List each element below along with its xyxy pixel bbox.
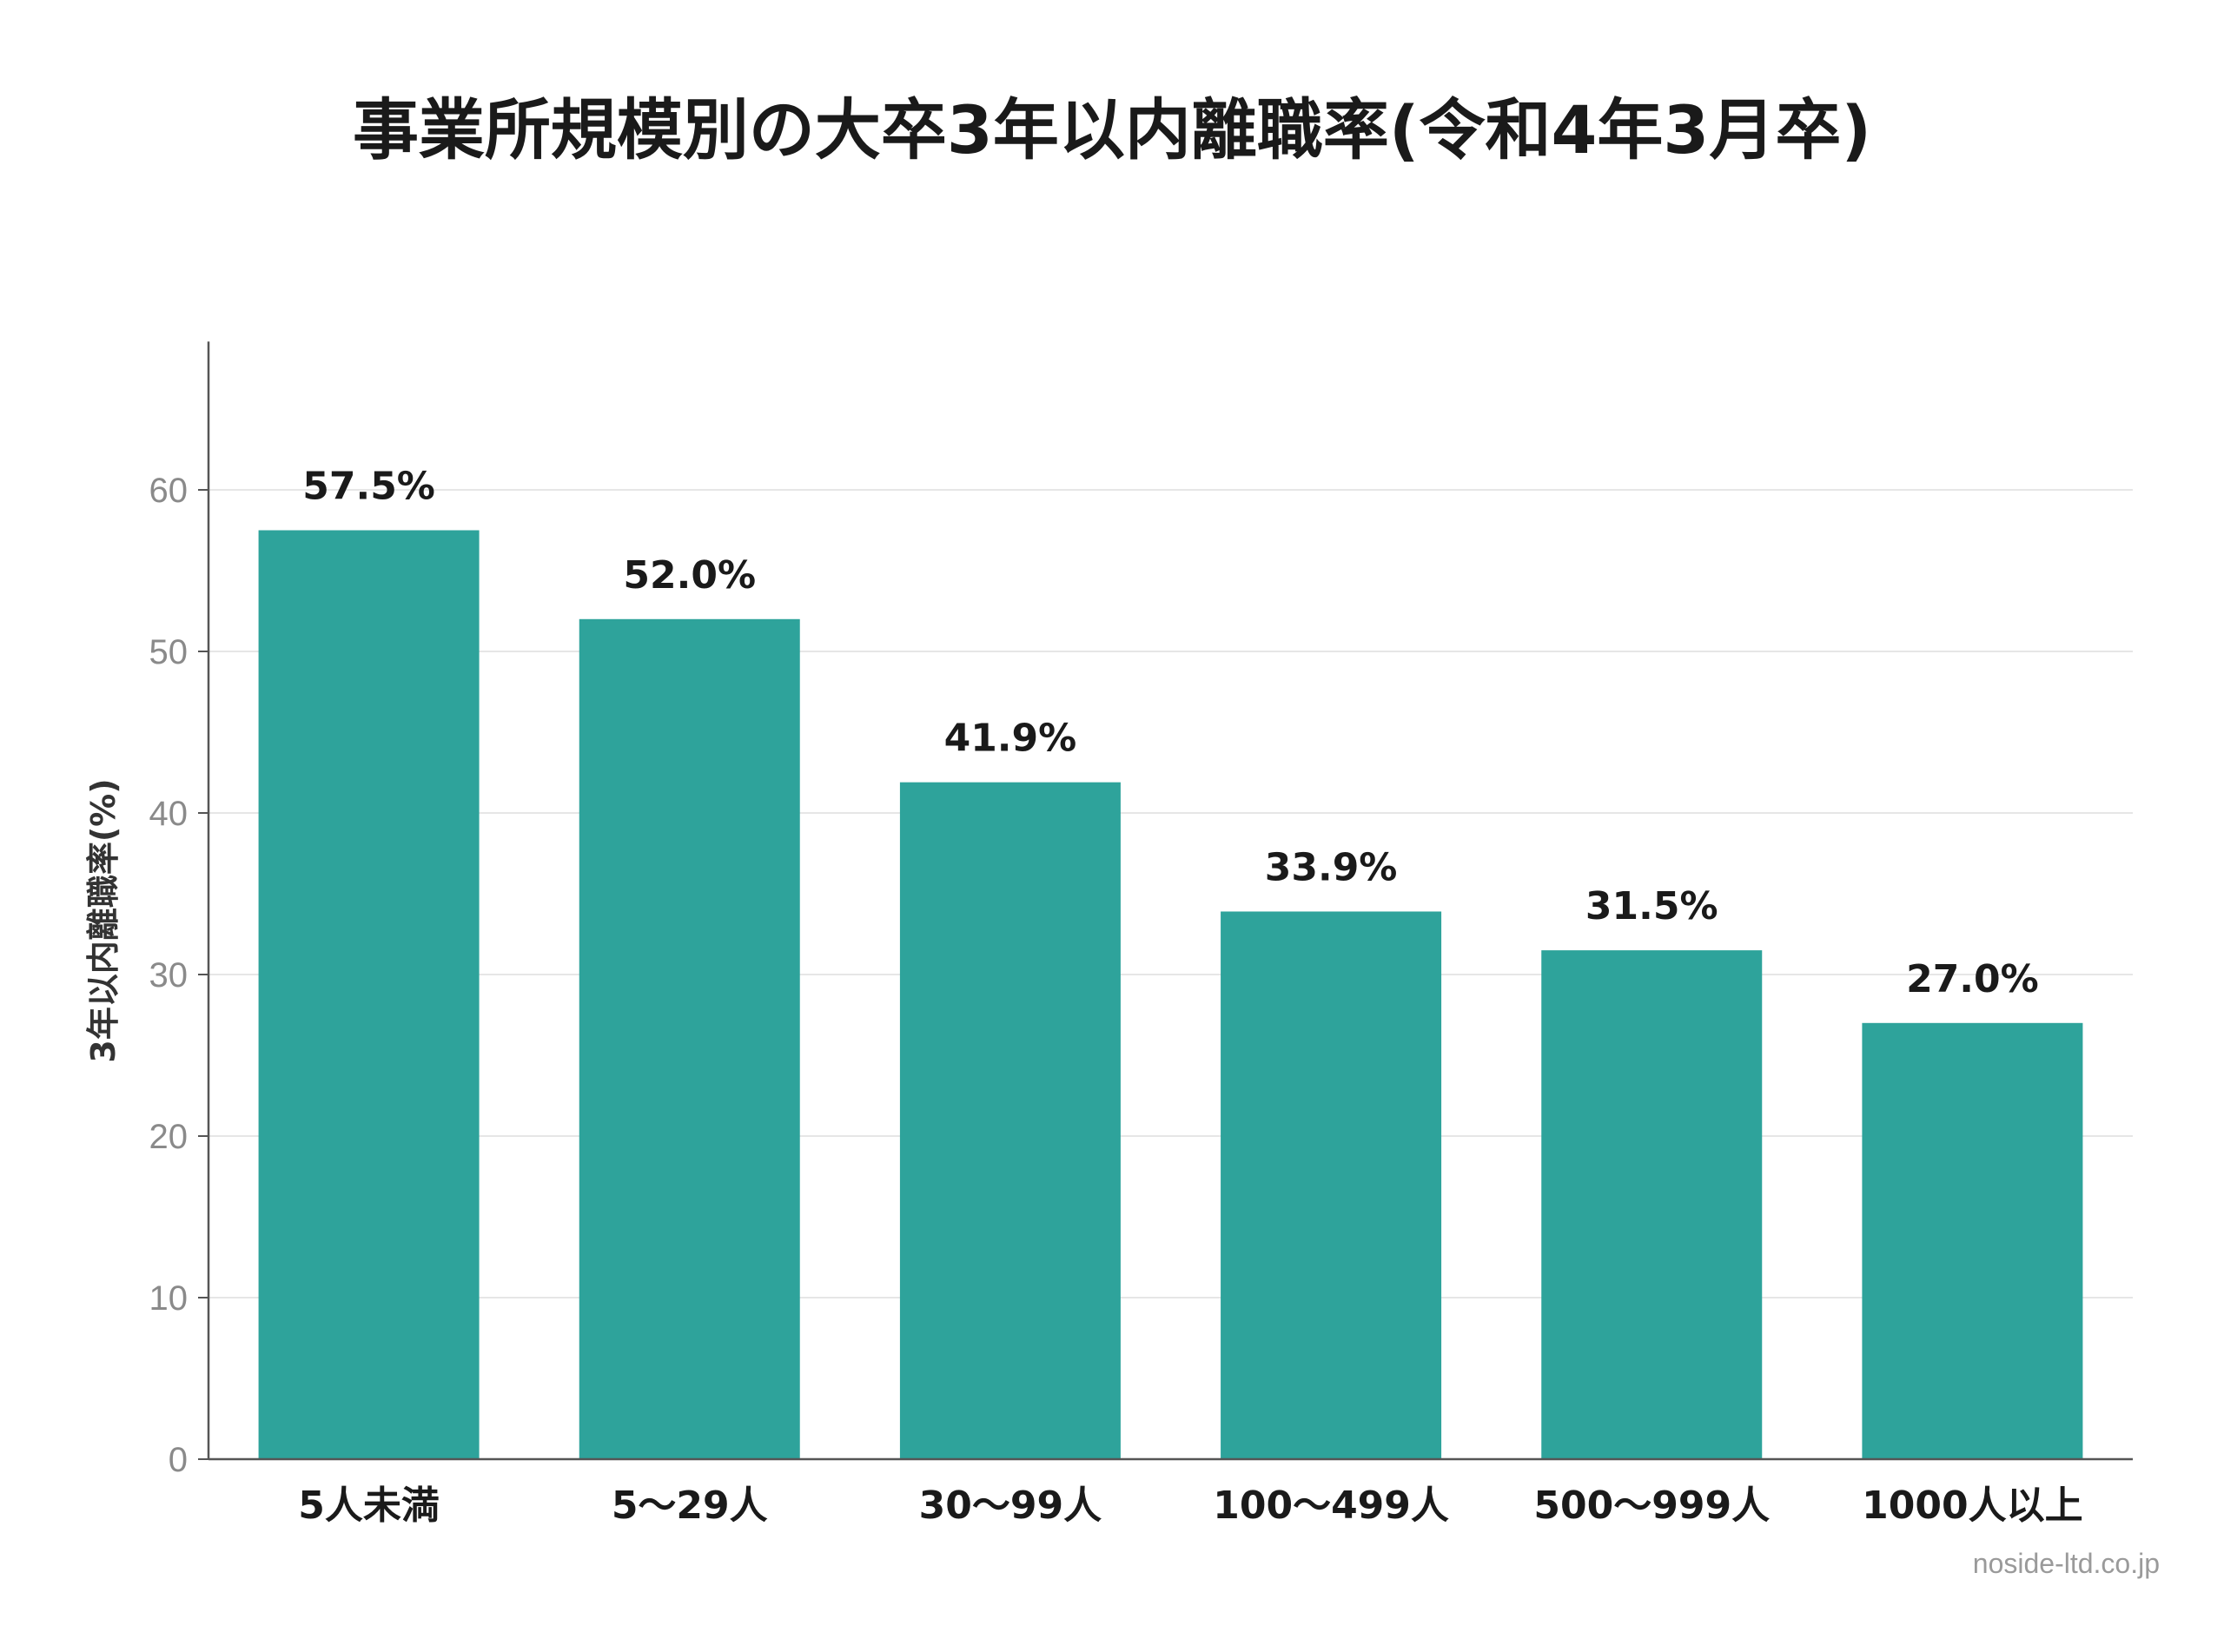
bar	[899, 782, 1121, 1459]
bars	[258, 530, 2083, 1459]
data-label: 27.0%	[1906, 957, 2039, 1001]
data-label: 31.5%	[1585, 884, 1718, 928]
data-label: 52.0%	[623, 553, 756, 598]
y-tick-label: 60	[149, 472, 189, 510]
x-tick-label: 5〜29人	[612, 1483, 768, 1528]
bar	[1862, 1022, 2083, 1459]
y-tick-label: 10	[149, 1279, 189, 1318]
bar	[1541, 950, 1763, 1459]
y-tick-label: 40	[149, 795, 189, 833]
x-tick-label: 1000人以上	[1862, 1483, 2082, 1528]
data-label: 33.9%	[1265, 845, 1398, 889]
bar	[258, 530, 480, 1459]
labels: 0 10 20 30 40 50 60 57.5% 5人未満 52.0% 5〜29人 41.9% 30〜…	[149, 465, 2083, 1529]
y-axis-title: 3年以内離職率(%)	[84, 778, 122, 1062]
watermark-text: noside-ltd.co.jp	[1972, 1548, 2160, 1579]
y-tick-label: 50	[149, 633, 189, 671]
gridlines	[208, 489, 2133, 1298]
y-tick-label: 0	[169, 1441, 188, 1479]
y-tick-label: 30	[149, 956, 189, 995]
bar	[579, 618, 800, 1459]
chart-title: 事業所規模別の大卒3年以内離職率(令和4年3月卒)	[352, 91, 1872, 169]
axes	[198, 341, 2133, 1461]
bar	[1221, 911, 1442, 1459]
data-label: 57.5%	[302, 465, 435, 509]
x-tick-label: 500〜999人	[1533, 1483, 1770, 1528]
y-tick-label: 20	[149, 1118, 189, 1156]
x-tick-label: 5人未満	[298, 1483, 440, 1528]
x-tick-label: 100〜499人	[1213, 1483, 1449, 1528]
x-tick-label: 30〜99人	[919, 1483, 1102, 1528]
data-label: 41.9%	[944, 717, 1077, 761]
